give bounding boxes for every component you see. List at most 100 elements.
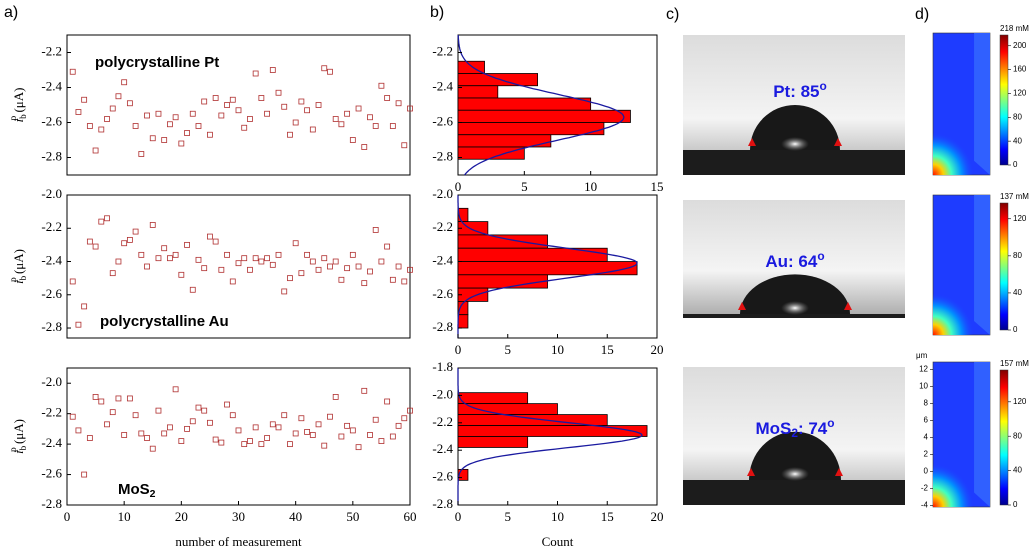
y-tick-label: 12	[919, 365, 928, 374]
x-tick-label: 5	[521, 179, 528, 194]
point	[332, 258, 339, 265]
point	[218, 112, 225, 119]
point	[332, 116, 339, 122]
point	[258, 441, 265, 448]
droplet	[749, 431, 841, 480]
text-part: p	[8, 277, 18, 282]
y-tick-label: -2.4	[41, 78, 62, 93]
colorbar-tick-label: 120	[1013, 214, 1027, 223]
point	[178, 140, 185, 147]
point	[126, 236, 133, 243]
point	[389, 276, 396, 283]
point	[121, 240, 128, 247]
bar	[457, 403, 558, 415]
sim-region	[974, 362, 990, 507]
point	[81, 471, 88, 478]
point	[218, 266, 225, 273]
point	[361, 387, 368, 394]
point	[69, 413, 76, 420]
point	[235, 427, 242, 434]
point	[395, 422, 402, 429]
point	[327, 68, 333, 75]
point	[166, 255, 173, 262]
point	[86, 123, 93, 129]
y-tick-label: -2.0	[41, 374, 62, 389]
y-tick-label: -2.4	[432, 78, 453, 93]
text-part: o	[817, 249, 824, 263]
point	[298, 98, 305, 105]
point	[166, 121, 173, 128]
point	[235, 107, 242, 114]
point	[304, 429, 311, 435]
contact-marker	[834, 138, 842, 146]
point	[247, 438, 253, 444]
point	[275, 251, 282, 258]
text-part: (μA)	[11, 88, 26, 116]
y-tick-label: -2.8	[41, 148, 62, 163]
x-tick-label: 15	[651, 179, 664, 194]
point	[327, 263, 333, 270]
point	[378, 258, 385, 265]
x-tick-label: 30	[232, 509, 245, 524]
colorbar	[999, 34, 1009, 166]
point	[155, 407, 162, 414]
point	[241, 441, 248, 448]
x-tick-label: 20	[175, 509, 188, 524]
point	[395, 263, 402, 270]
text-part: 2	[791, 426, 798, 440]
point	[132, 228, 139, 235]
point	[224, 102, 230, 108]
point	[138, 251, 145, 258]
y-tick-label: 2	[924, 450, 929, 459]
point	[126, 395, 133, 402]
bar	[457, 314, 469, 329]
y-tick-label: 4	[924, 433, 929, 442]
y-tick-label: 0	[924, 466, 929, 475]
point	[367, 114, 373, 121]
point	[161, 430, 168, 437]
colorbar-tick-label: 80	[1013, 251, 1022, 260]
y-tick-label: -2.6	[41, 286, 62, 301]
x-tick-label: 60	[404, 509, 417, 524]
point	[247, 116, 253, 122]
point	[292, 119, 299, 126]
point	[275, 89, 282, 96]
text-part: polycrystalline Au	[100, 313, 229, 330]
point	[207, 131, 213, 138]
y-axis-label: ibp (μA)	[8, 88, 28, 123]
point	[355, 105, 362, 112]
point	[121, 432, 128, 438]
point	[309, 126, 316, 133]
point	[224, 401, 230, 408]
point	[332, 394, 339, 400]
y-tick-label: -2.8	[432, 319, 453, 334]
point	[389, 433, 396, 440]
y-tick-label: -2.2	[41, 405, 62, 420]
panel-label: c)	[666, 6, 679, 23]
bar	[457, 392, 529, 405]
bar	[457, 85, 499, 99]
text-part: b	[18, 275, 28, 280]
point	[309, 258, 316, 265]
point	[75, 321, 82, 328]
colorbar-tick-label: 160	[1013, 65, 1027, 74]
colorbar-tick-label: 0	[1013, 160, 1018, 169]
plot-frame	[66, 34, 411, 176]
point	[212, 436, 219, 443]
point	[184, 425, 190, 432]
point	[172, 251, 179, 258]
colorbar-tick-label: 40	[1013, 466, 1022, 475]
point	[349, 137, 356, 143]
colorbar-tick-label: 40	[1013, 288, 1022, 297]
y-tick-label: -2.6	[432, 113, 453, 128]
bar	[457, 109, 631, 123]
point	[264, 110, 270, 117]
point	[344, 110, 351, 117]
point	[104, 116, 110, 122]
fit-curve	[457, 195, 638, 338]
point	[161, 137, 168, 143]
point	[378, 82, 385, 89]
y-tick-label: -2.2	[432, 219, 453, 234]
point	[407, 266, 413, 273]
y-tick-label: -2.0	[41, 186, 62, 201]
